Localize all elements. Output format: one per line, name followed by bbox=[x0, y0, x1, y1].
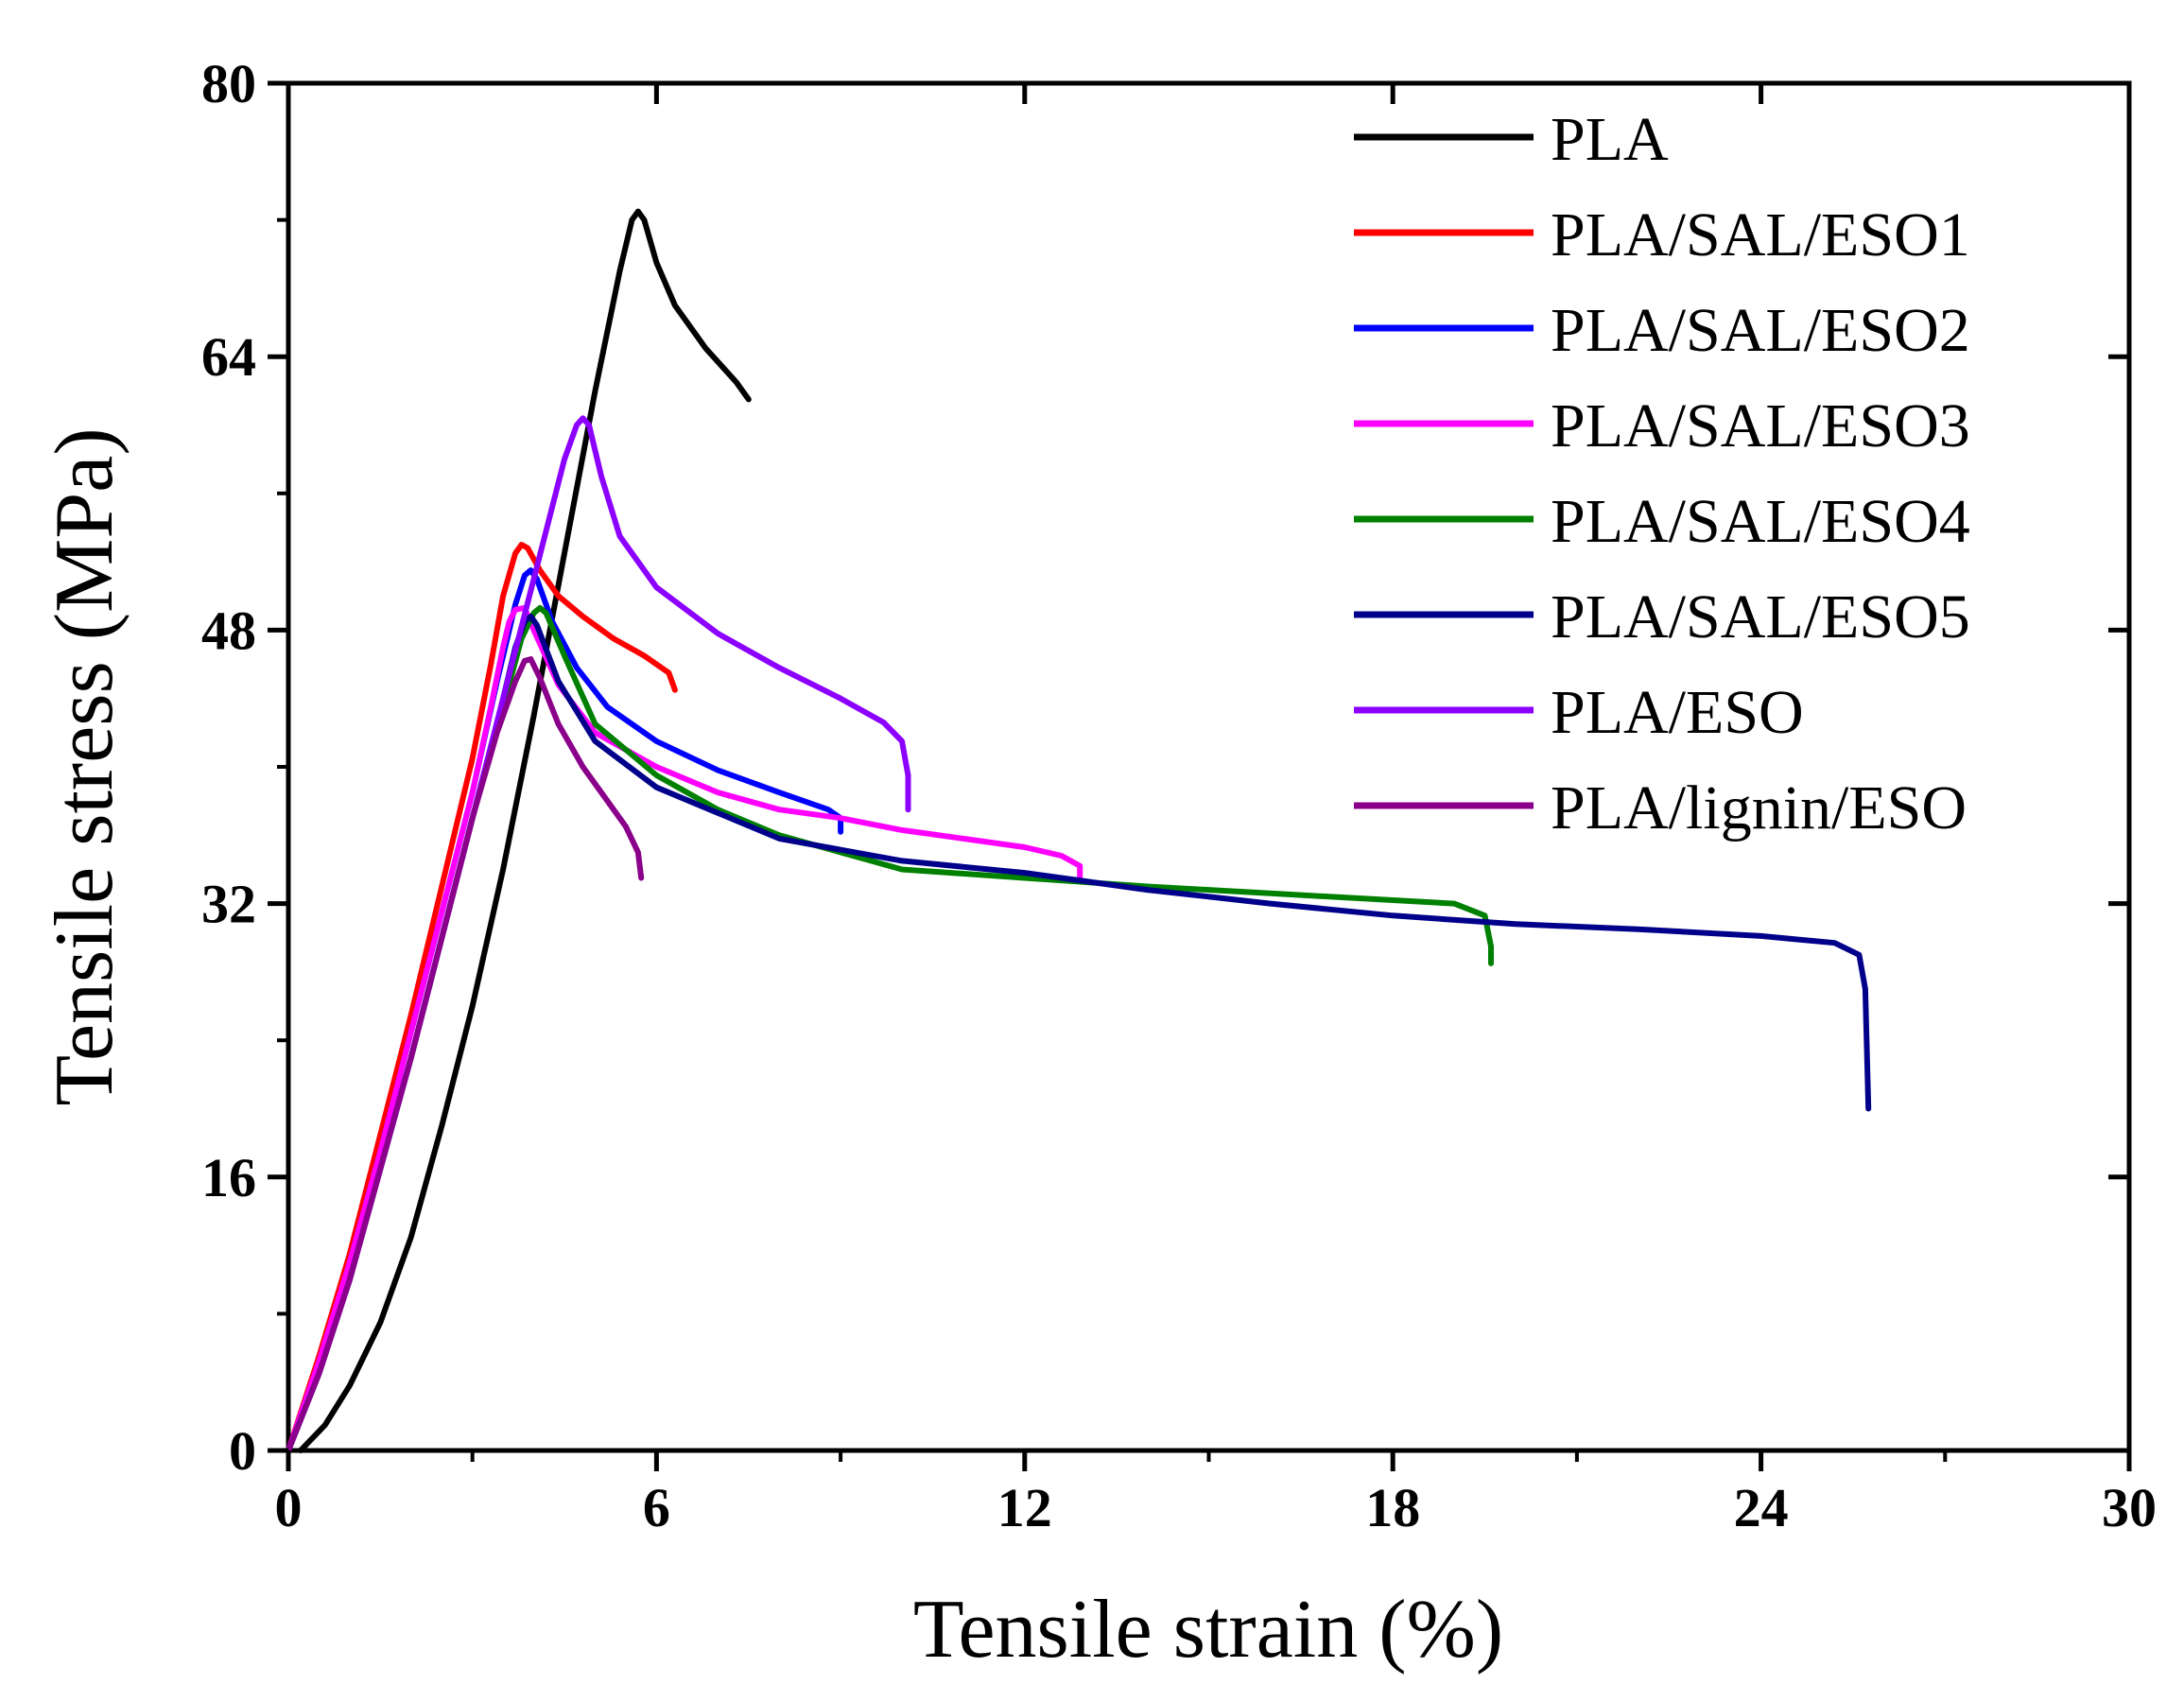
y-tick-label: 16 bbox=[201, 1147, 256, 1208]
series-line-pla bbox=[298, 208, 752, 1453]
legend-label: PLA/SAL/ESO1 bbox=[1551, 200, 1970, 269]
series-layer bbox=[286, 208, 1872, 1453]
series-line-pla-sal-eso3 bbox=[286, 604, 1083, 1453]
x-tick-label: 6 bbox=[643, 1477, 670, 1538]
series-line-pla-sal-eso2 bbox=[286, 567, 844, 1453]
legend-label: PLA bbox=[1551, 105, 1669, 174]
legend-label: PLA/ESO bbox=[1551, 678, 1804, 747]
legend-item-pla-lignin-eso[interactable]: PLA/lignin/ESO bbox=[1354, 773, 1967, 842]
series-line-pla-lignin-eso bbox=[286, 656, 645, 1453]
legend-item-pla-sal-eso2[interactable]: PLA/SAL/ESO2 bbox=[1354, 296, 1970, 365]
series-line-pla-sal-eso1 bbox=[286, 542, 678, 1453]
y-axis: 0 16 32 48 64 80 bbox=[201, 53, 2129, 1482]
x-tick-label: 24 bbox=[1734, 1477, 1789, 1538]
legend-item-pla-sal-eso1[interactable]: PLA/SAL/ESO1 bbox=[1354, 200, 1970, 269]
legend-label: PLA/lignin/ESO bbox=[1551, 773, 1967, 842]
legend[interactable]: PLA PLA/SAL/ESO1 PLA/SAL/ESO2 PLA/SAL/ESO3 P… bbox=[1354, 105, 1970, 842]
legend-label: PLA/SAL/ESO4 bbox=[1551, 487, 1970, 556]
legend-item-pla-sal-eso5[interactable]: PLA/SAL/ESO5 bbox=[1354, 582, 1970, 651]
y-tick-label: 80 bbox=[201, 53, 256, 114]
y-tick-label: 48 bbox=[201, 599, 256, 661]
x-tick-label: 18 bbox=[1365, 1477, 1420, 1538]
x-axis: 0 6 12 18 24 30 bbox=[275, 83, 2157, 1538]
y-tick-label: 0 bbox=[229, 1420, 256, 1482]
y-tick-label: 32 bbox=[201, 874, 256, 935]
y-tick-label: 64 bbox=[201, 326, 256, 388]
x-tick-label: 12 bbox=[997, 1477, 1052, 1538]
legend-item-pla-sal-eso4[interactable]: PLA/SAL/ESO4 bbox=[1354, 487, 1970, 556]
legend-label: PLA/SAL/ESO5 bbox=[1551, 582, 1970, 651]
x-tick-label: 0 bbox=[275, 1477, 303, 1538]
plot-area bbox=[286, 80, 2132, 1453]
y-axis-title: Tensile stress (MPa) bbox=[39, 427, 130, 1105]
legend-label: PLA/SAL/ESO2 bbox=[1551, 296, 1970, 365]
x-tick-label: 30 bbox=[2102, 1477, 2157, 1538]
legend-item-pla[interactable]: PLA bbox=[1354, 105, 1669, 174]
x-axis-title: Tensile strain (%) bbox=[913, 1584, 1503, 1676]
series-line-pla-eso bbox=[286, 415, 911, 1453]
plot-frame bbox=[286, 80, 2132, 1453]
legend-label: PLA/SAL/ESO3 bbox=[1551, 391, 1970, 460]
legend-item-pla-sal-eso3[interactable]: PLA/SAL/ESO3 bbox=[1354, 391, 1970, 460]
legend-item-pla-eso[interactable]: PLA/ESO bbox=[1354, 678, 1804, 747]
